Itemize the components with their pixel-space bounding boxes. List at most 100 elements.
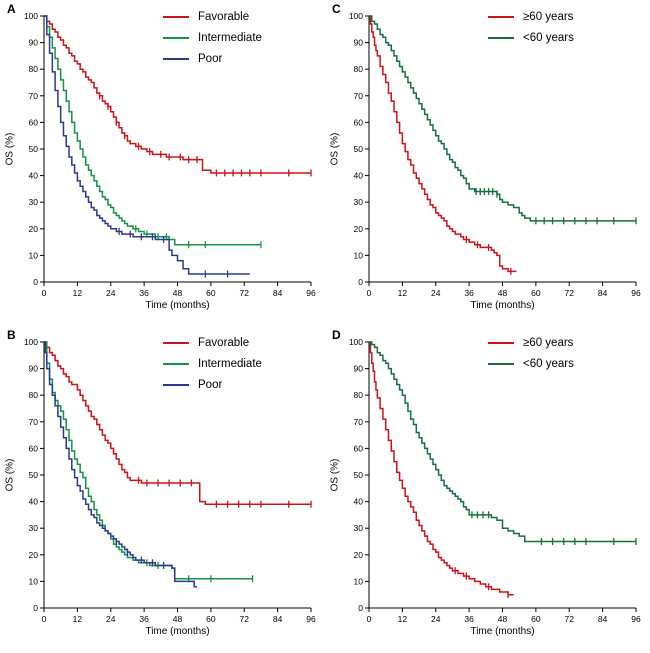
- legend-label: ≥60 years: [523, 10, 574, 23]
- y-tick-label: 60: [29, 443, 39, 453]
- x-tick-label: 24: [106, 288, 116, 298]
- y-tick-label: 100: [24, 11, 38, 21]
- x-tick-label: 12: [73, 288, 83, 298]
- y-tick-label: 0: [358, 603, 363, 613]
- legend-item: Intermediate: [163, 27, 262, 48]
- y-tick-label: 0: [33, 277, 38, 287]
- legend-line-swatch: [163, 15, 189, 18]
- x-tick-label: 60: [531, 614, 541, 624]
- y-tick-label: 20: [29, 224, 39, 234]
- y-tick-label: 10: [29, 250, 39, 260]
- x-tick-label: 36: [464, 288, 474, 298]
- x-tick-label: 84: [598, 614, 608, 624]
- x-tick-label: 24: [431, 288, 441, 298]
- y-tick-label: 100: [349, 11, 363, 21]
- x-tick-label: 96: [306, 288, 316, 298]
- legend-label: ≥60 years: [523, 336, 574, 349]
- x-tick-label: 36: [464, 614, 474, 624]
- panel-A: A OS (%) 0 12 24 36 48 60 72 84 96 0 10 20 30 40 50 60 7…: [0, 0, 325, 326]
- panel-label-C: C: [332, 2, 341, 16]
- y-tick-label: 60: [354, 117, 364, 127]
- legend-line-swatch: [163, 383, 189, 386]
- legend-line-swatch: [163, 341, 189, 344]
- y-tick-label: 40: [354, 497, 364, 507]
- legend-item: Poor: [163, 48, 262, 69]
- x-tick-label: 0: [42, 288, 47, 298]
- legend-label: Intermediate: [198, 31, 262, 44]
- y-tick-label: 70: [29, 91, 39, 101]
- legend-label: Poor: [198, 52, 223, 65]
- x-tick-label: 12: [398, 288, 408, 298]
- legend-item: <60 years: [488, 353, 574, 374]
- legend-line-swatch: [163, 362, 189, 365]
- legend-line-swatch: [488, 362, 514, 365]
- legend-item: <60 years: [488, 27, 574, 48]
- legend-item: Favorable: [163, 332, 262, 353]
- y-tick-label: 80: [29, 390, 39, 400]
- y-tick-label: 30: [354, 523, 364, 533]
- x-axis-title: Time (months): [470, 300, 535, 311]
- x-tick-label: 48: [173, 614, 183, 624]
- legend-label: Favorable: [198, 336, 250, 349]
- km-curve: [44, 341, 311, 506]
- km-curve: [369, 15, 517, 273]
- km-curve: [369, 15, 636, 222]
- x-tick-label: 36: [139, 288, 149, 298]
- y-tick-label: 50: [354, 144, 364, 154]
- legend-label: <60 years: [523, 31, 574, 44]
- km-plot-D: 0 12 24 36 48 60 72 84 96 0 10 20 30 40 50 60 70 80 90 100: [349, 337, 641, 624]
- y-tick-label: 60: [29, 117, 39, 127]
- y-tick-label: 10: [29, 576, 39, 586]
- legend-label: Favorable: [198, 10, 250, 23]
- km-curve: [369, 341, 514, 596]
- legend-item: Poor: [163, 374, 262, 395]
- y-tick-label: 90: [29, 38, 39, 48]
- y-tick-label: 70: [29, 417, 39, 427]
- x-tick-label: 12: [398, 614, 408, 624]
- legend-item: Favorable: [163, 6, 262, 27]
- y-tick-label: 80: [354, 390, 364, 400]
- legend-label: Intermediate: [198, 357, 262, 370]
- y-tick-label: 40: [29, 171, 39, 181]
- x-tick-label: 72: [240, 288, 250, 298]
- x-tick-label: 84: [273, 614, 283, 624]
- y-tick-label: 70: [354, 91, 364, 101]
- panel-label-D: D: [332, 328, 341, 342]
- y-tick-label: 90: [354, 364, 364, 374]
- x-tick-label: 0: [42, 614, 47, 624]
- y-tick-label: 80: [354, 64, 364, 74]
- panel-B: B OS (%) 0 12 24 36 48 60 72 84 96 0 10 20 30 40 50 60 7…: [0, 326, 325, 652]
- km-curve: [44, 15, 250, 275]
- legend-item: ≥60 years: [488, 332, 574, 353]
- legend-label: <60 years: [523, 357, 574, 370]
- x-tick-label: 48: [498, 288, 508, 298]
- x-tick-label: 72: [565, 288, 575, 298]
- x-tick-label: 84: [598, 288, 608, 298]
- x-tick-label: 84: [273, 288, 283, 298]
- panel-C: C OS (%) 0 12 24 36 48 60 72 84 96 0 10 20 30 40 50 60 7…: [325, 0, 650, 326]
- y-tick-label: 70: [354, 417, 364, 427]
- x-tick-label: 0: [367, 288, 372, 298]
- y-tick-label: 80: [29, 64, 39, 74]
- y-tick-label: 40: [354, 171, 364, 181]
- y-tick-label: 0: [358, 277, 363, 287]
- legend-line-swatch: [488, 15, 514, 18]
- x-tick-label: 48: [173, 288, 183, 298]
- y-tick-label: 50: [29, 144, 39, 154]
- x-tick-label: 24: [106, 614, 116, 624]
- y-tick-label: 90: [354, 38, 364, 48]
- legend-label: Poor: [198, 378, 223, 391]
- y-tick-label: 30: [29, 197, 39, 207]
- y-tick-label: 30: [354, 197, 364, 207]
- x-axis-title: Time (months): [145, 300, 210, 311]
- panel-label-B: B: [7, 328, 16, 342]
- panel-D: D OS (%) 0 12 24 36 48 60 72 84 96 0 10 20 30 40 50 60 7…: [325, 326, 650, 652]
- y-tick-label: 10: [354, 576, 364, 586]
- x-tick-label: 60: [206, 614, 216, 624]
- y-tick-label: 60: [354, 443, 364, 453]
- y-tick-label: 40: [29, 497, 39, 507]
- y-tick-label: 20: [354, 224, 364, 234]
- x-tick-label: 96: [631, 288, 641, 298]
- x-tick-label: 0: [367, 614, 372, 624]
